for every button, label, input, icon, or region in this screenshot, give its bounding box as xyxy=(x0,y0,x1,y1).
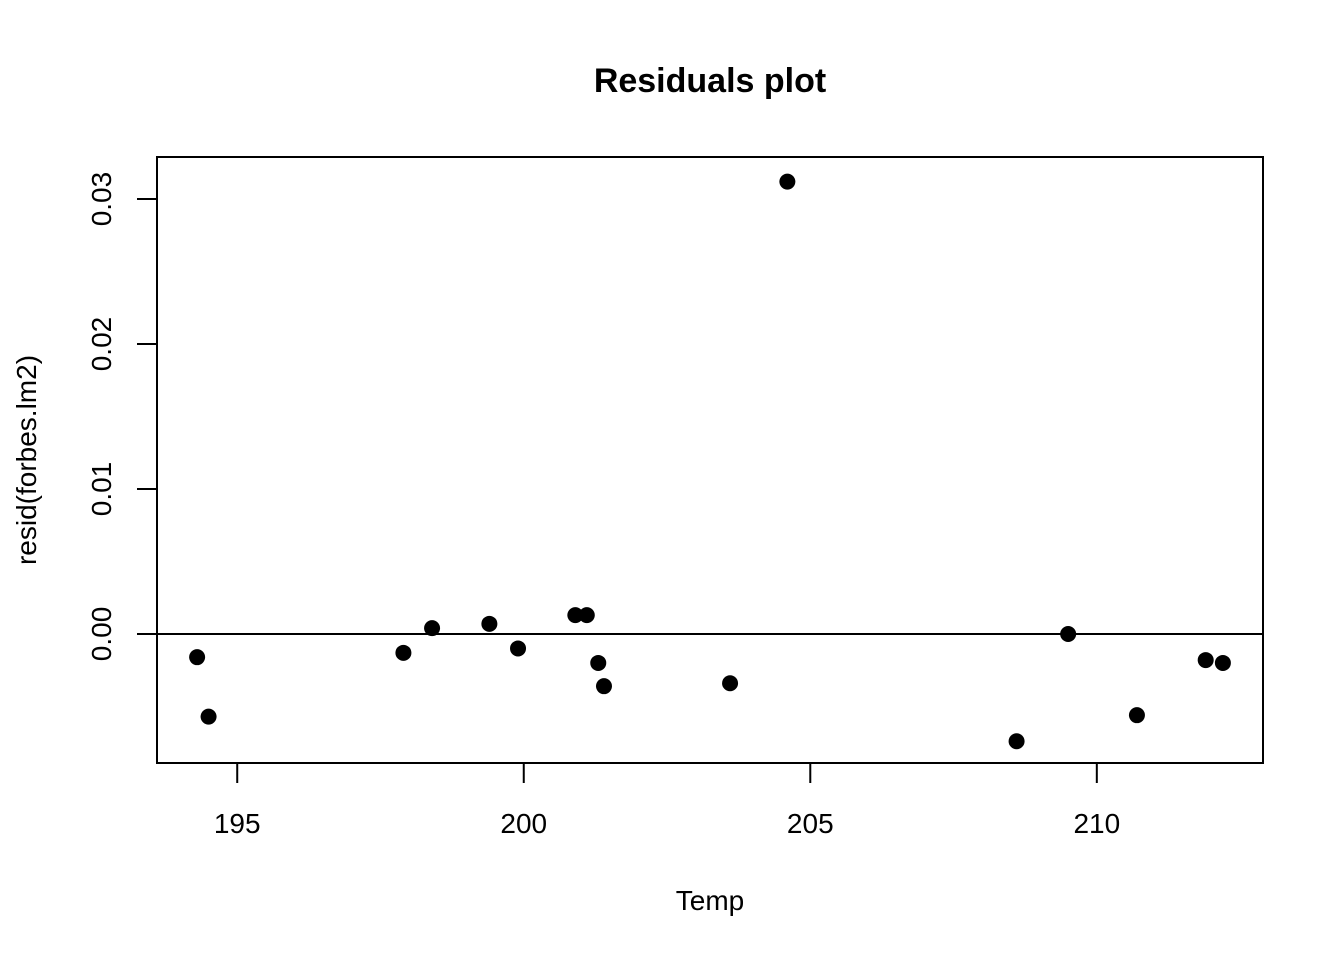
data-point xyxy=(510,640,527,657)
data-point xyxy=(395,644,412,661)
y-tick-label: 0.01 xyxy=(86,462,117,517)
y-tick-label: 0.02 xyxy=(86,317,117,372)
data-point xyxy=(578,607,595,624)
data-point xyxy=(1060,625,1077,642)
data-point xyxy=(779,173,796,190)
x-tick-label: 200 xyxy=(500,808,547,839)
data-point xyxy=(1197,652,1214,669)
data-point xyxy=(1128,707,1145,724)
plot-frame xyxy=(156,156,1264,764)
y-tick-label: 0.00 xyxy=(86,607,117,662)
x-tick-label: 205 xyxy=(787,808,834,839)
data-point xyxy=(1214,654,1231,671)
data-points xyxy=(189,173,1231,750)
data-point xyxy=(567,607,584,624)
chart-title: Residuals plot xyxy=(594,62,826,100)
data-point xyxy=(595,678,612,695)
data-point xyxy=(590,654,607,671)
x-tick-label: 195 xyxy=(214,808,261,839)
data-point xyxy=(424,620,441,637)
x-axis: 195 200 205 210 xyxy=(214,762,1120,839)
y-tick-label: 0.03 xyxy=(86,172,117,227)
x-axis-title: Temp xyxy=(676,885,744,916)
data-point xyxy=(1008,733,1025,750)
data-point xyxy=(481,615,498,632)
y-axis-title: resid(forbes.lm2) xyxy=(11,355,42,565)
x-tick-label: 210 xyxy=(1073,808,1120,839)
data-point xyxy=(722,675,739,692)
y-axis: 0.00 0.01 0.02 0.03 xyxy=(86,172,158,662)
data-point xyxy=(200,708,217,725)
data-point xyxy=(189,649,206,666)
